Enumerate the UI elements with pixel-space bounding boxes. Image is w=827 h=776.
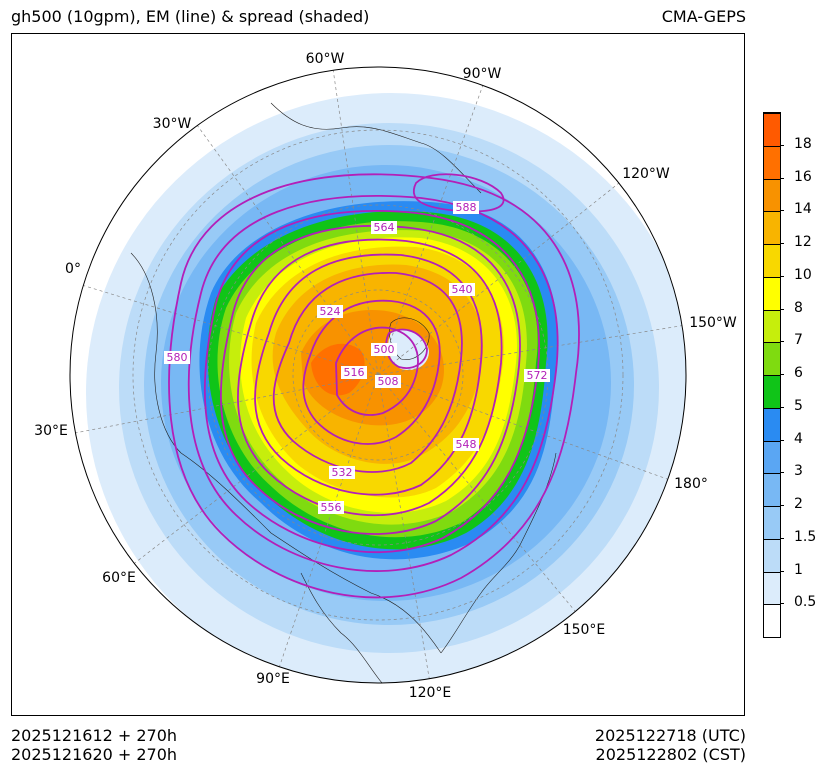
- colorbar-tick: [780, 537, 784, 539]
- lon-label-30w: 30°W: [153, 116, 192, 132]
- colorbar-tick-label: 0.5: [794, 594, 817, 611]
- lon-label-60w: 60°W: [306, 51, 345, 67]
- colorbar-tick-label: 4: [794, 430, 803, 447]
- height-contours: [168, 173, 580, 599]
- colorbar-segment: [764, 113, 780, 146]
- lon-label-30e: 30°E: [34, 423, 68, 439]
- colorbar-tick-label: 6: [794, 365, 803, 381]
- colorbar-tick-label: 14: [794, 201, 812, 218]
- colorbar-segment: [764, 604, 780, 637]
- colorbar-tick-label: 10: [794, 266, 812, 283]
- colorbar-segment: [764, 375, 780, 408]
- colorbar-segment: [764, 473, 780, 506]
- init-time-cst: 2025121620 + 270h: [11, 745, 178, 764]
- svg-text:564: 564: [374, 221, 395, 234]
- map-boundary: [69, 66, 687, 684]
- lon-label-0: 0°: [65, 261, 81, 277]
- contour-label: 524: [317, 305, 343, 318]
- colorbar-tick-label: 2: [794, 496, 803, 512]
- svg-text:548: 548: [456, 438, 477, 451]
- longitude-labels: 60°W 90°W 30°W 120°W 0° 150°W 30°E 180° …: [34, 51, 737, 701]
- colorbar-tick: [780, 406, 784, 408]
- colorbar-tick: [780, 570, 784, 572]
- contour-label: 548: [453, 438, 479, 451]
- contour-label: 588: [453, 201, 479, 214]
- svg-text:556: 556: [321, 501, 342, 514]
- lon-label-90e: 90°E: [256, 671, 290, 687]
- contour-label: 556: [318, 501, 344, 514]
- svg-text:516: 516: [344, 366, 365, 379]
- colorbar-segment: [764, 211, 780, 244]
- lon-label-60e: 60°E: [102, 570, 136, 586]
- colorbar-segment: [764, 571, 780, 605]
- colorbar-tick: [780, 144, 784, 146]
- svg-text:508: 508: [378, 375, 399, 388]
- init-time-utc: 2025121612 + 270h: [11, 726, 178, 745]
- colorbar: [763, 112, 781, 638]
- colorbar-tick-label: 8: [794, 299, 803, 316]
- lon-label-120e: 120°E: [409, 685, 452, 701]
- colorbar-segment: [764, 407, 780, 441]
- svg-text:524: 524: [320, 305, 341, 318]
- colorbar-tick-label: 18: [794, 135, 812, 152]
- colorbar-segment: [764, 276, 780, 310]
- contour-label: 580: [164, 351, 190, 364]
- colorbar-segment: [764, 178, 780, 212]
- lon-label-180: 180°: [674, 476, 708, 492]
- colorbar-tick-label: 7: [794, 332, 803, 349]
- colorbar-tick-label: 16: [794, 168, 812, 185]
- colorbar-tick: [780, 341, 784, 343]
- contour-label-group: 588 564 540 524 500 516 508 572 580 548 …: [164, 201, 550, 514]
- svg-text:532: 532: [332, 466, 353, 479]
- contour-label: 500: [371, 343, 397, 356]
- map-title: gh500 (10gpm), EM (line) & spread (shade…: [11, 7, 370, 26]
- colorbar-segment: [764, 506, 780, 539]
- svg-text:588: 588: [456, 201, 477, 214]
- colorbar-tick: [780, 177, 784, 179]
- colorbar-tick-label: 1.5: [794, 528, 817, 545]
- lon-label-150w: 150°W: [689, 315, 737, 331]
- colorbar-tick: [780, 603, 784, 605]
- valid-time-cst: 2025122802 (CST): [595, 745, 746, 764]
- svg-text:580: 580: [167, 351, 188, 364]
- lon-label-150e: 150°E: [563, 622, 606, 638]
- svg-text:540: 540: [452, 283, 473, 296]
- colorbar-tick: [780, 472, 784, 474]
- contour-label: 564: [371, 221, 397, 234]
- colorbar-segment: [764, 244, 780, 277]
- lon-label-120w: 120°W: [622, 166, 670, 182]
- contour-label: 572: [524, 369, 550, 382]
- colorbar-segment: [764, 440, 780, 474]
- contour-label: 532: [329, 466, 355, 479]
- lon-label-90w: 90°W: [463, 66, 502, 82]
- colorbar-segment: [764, 309, 780, 343]
- colorbar-tick: [780, 243, 784, 244]
- valid-time: 2025122718 (UTC) 2025122802 (CST): [595, 726, 746, 764]
- svg-text:500: 500: [374, 343, 395, 356]
- colorbar-segment: [764, 538, 780, 572]
- colorbar-tick: [780, 439, 784, 441]
- colorbar-segment: [764, 342, 780, 375]
- polar-map: 588 564 540 524 500 516 508 572 580 548 …: [34, 51, 737, 701]
- colorbar-tick-label: 5: [794, 397, 803, 414]
- valid-time-utc: 2025122718 (UTC): [594, 726, 746, 745]
- contour-label: 508: [375, 375, 401, 388]
- colorbar-tick: [780, 275, 784, 277]
- colorbar-tick-label: 3: [794, 463, 803, 480]
- contour-label: 540: [449, 283, 475, 296]
- colorbar-tick-label: 12: [794, 234, 812, 250]
- model-name: CMA-GEPS: [661, 7, 746, 26]
- colorbar-segment: [764, 145, 780, 179]
- colorbar-tick: [780, 374, 784, 375]
- contour-label: 516: [341, 366, 367, 379]
- colorbar-tick-label: 1: [794, 561, 803, 578]
- init-time: 2025121612 + 270h 2025121620 + 270h: [11, 726, 177, 764]
- colorbar-tick: [780, 505, 784, 506]
- svg-text:572: 572: [527, 369, 548, 382]
- colorbar-tick: [780, 308, 784, 310]
- colorbar-tick: [780, 210, 784, 212]
